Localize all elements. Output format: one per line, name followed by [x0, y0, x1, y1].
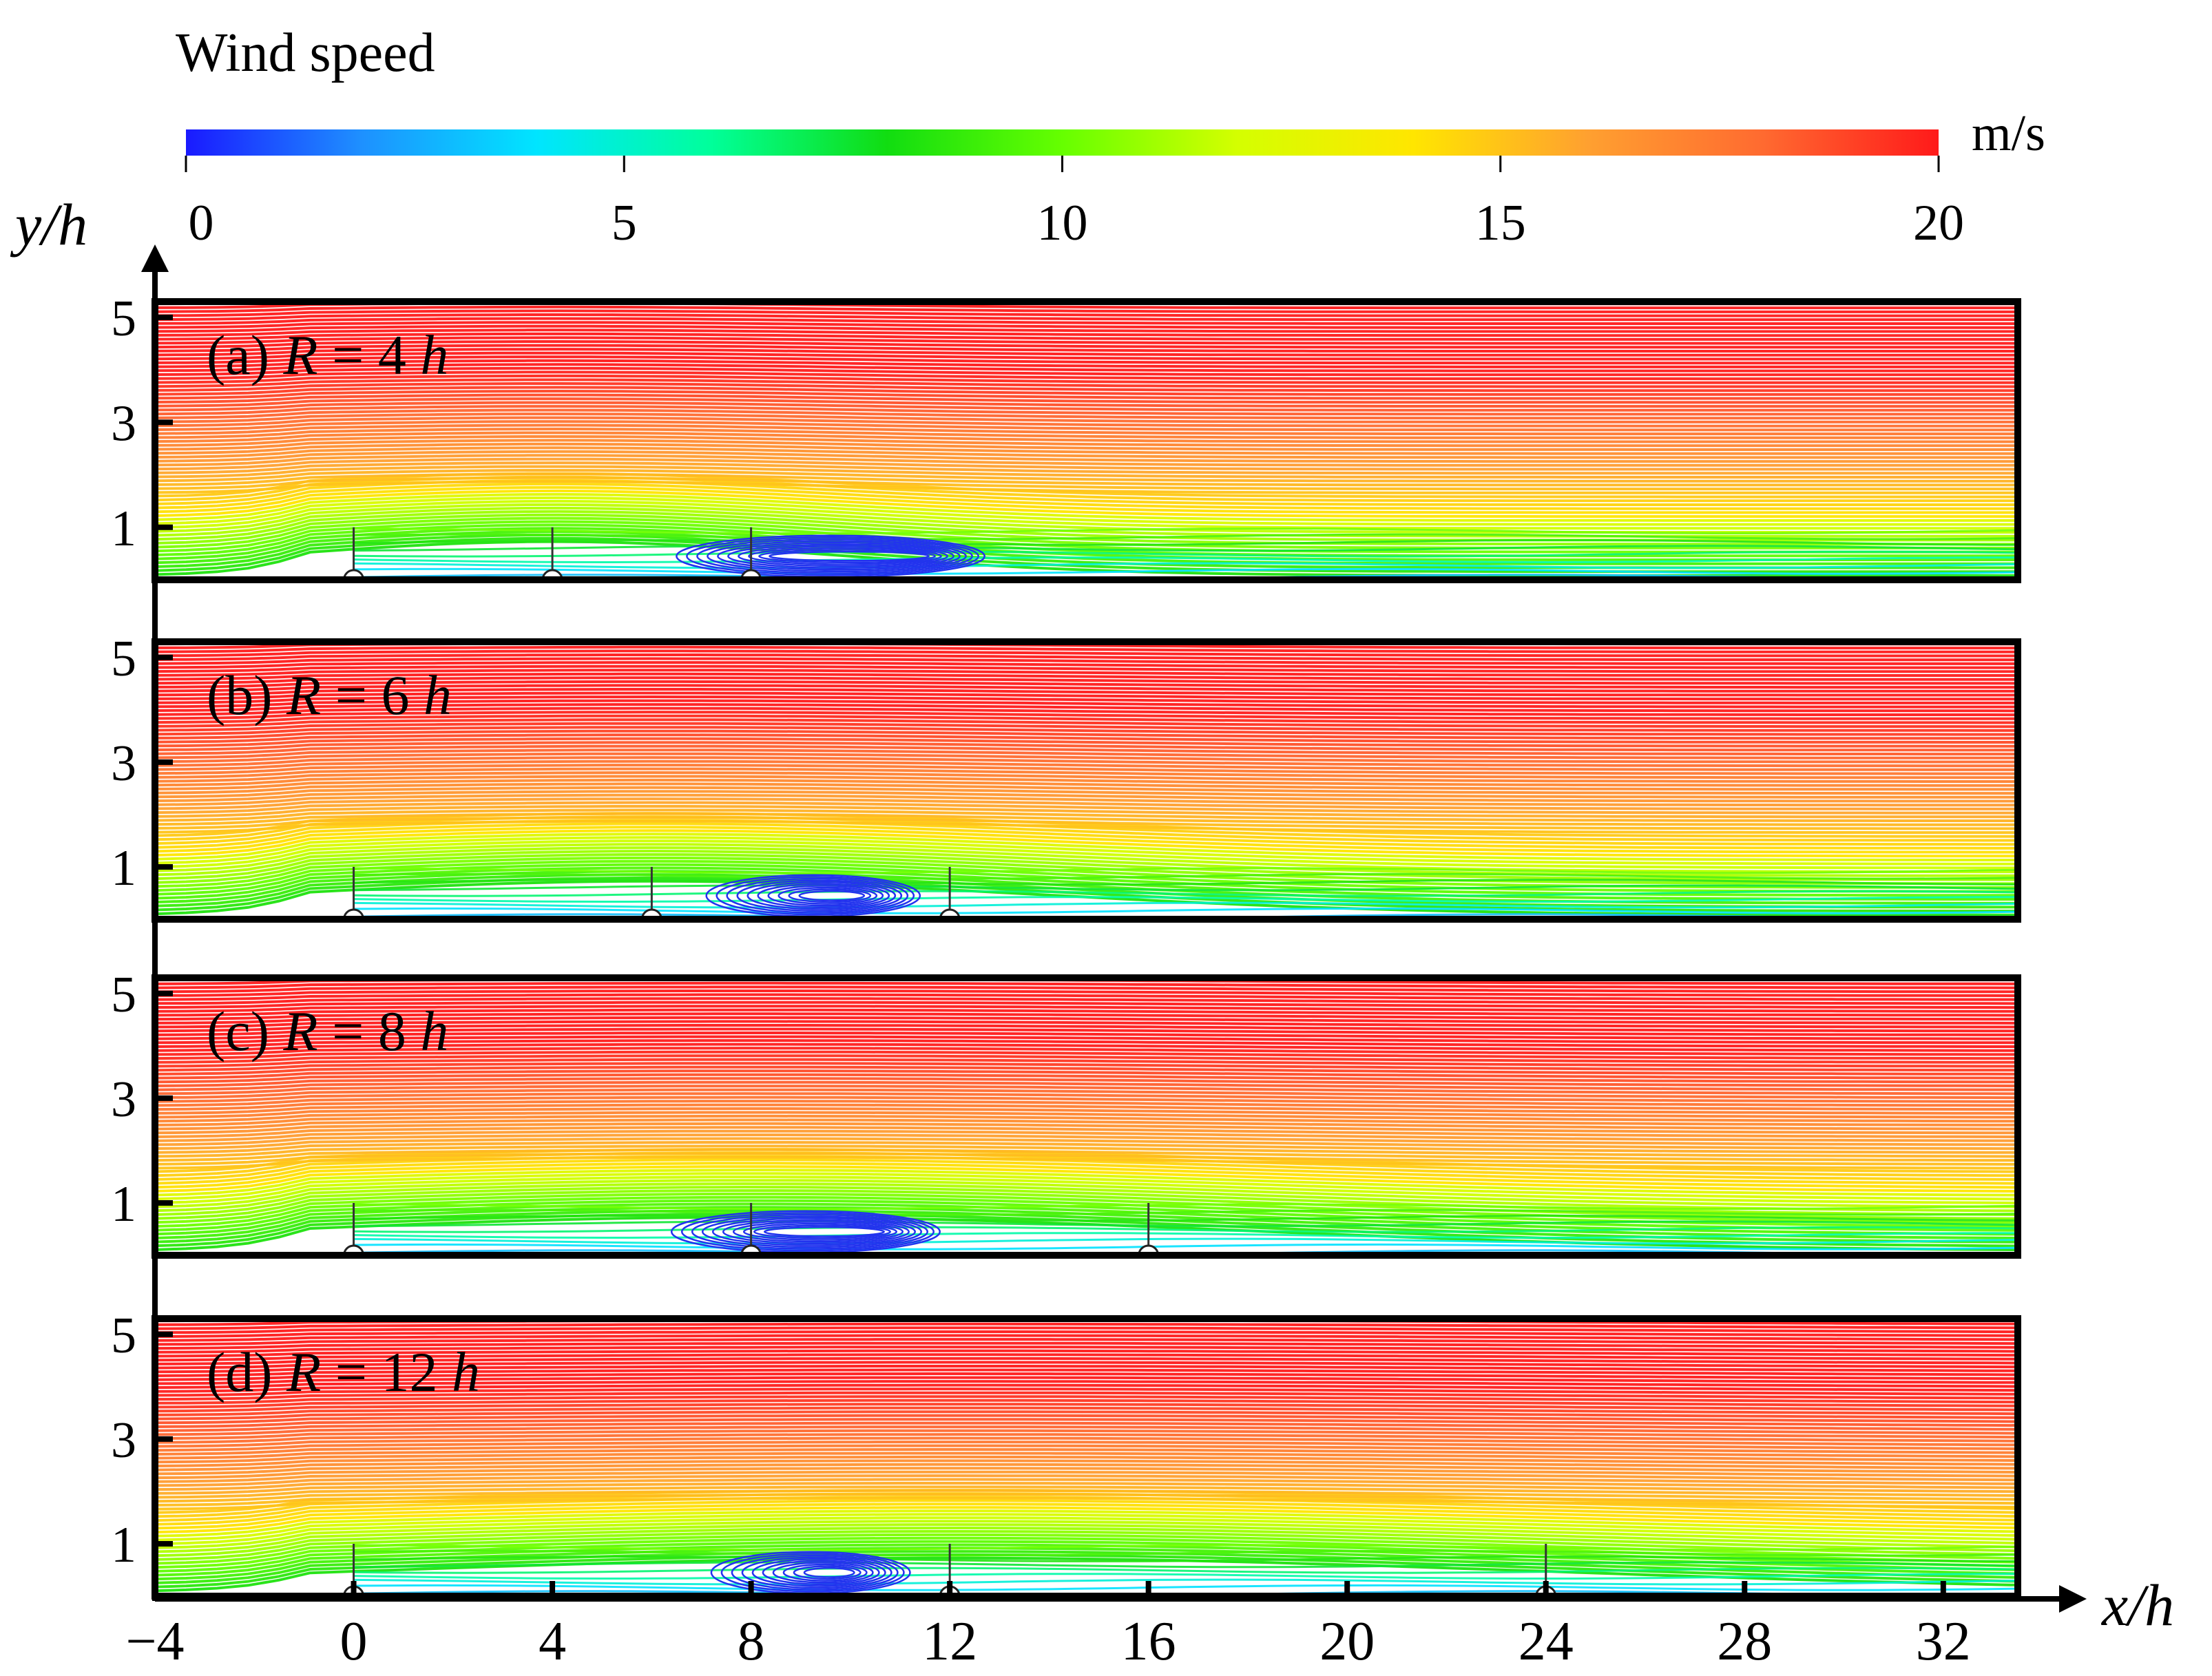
panels: 1 3 5 (a) R = 4 h 1 3 5 (b) R = 6 h 1 3 5 (c) R = 8…	[111, 291, 2021, 1600]
x-tick-label: 0	[340, 1611, 368, 1672]
y-tick-label: 1	[111, 840, 136, 897]
panel-label-prefix: (d)	[207, 1341, 286, 1403]
x-tick-label: 24	[1519, 1611, 1574, 1672]
streamlines	[155, 1319, 2018, 1596]
panel-label-unit: h	[406, 1000, 449, 1062]
y-tick-label: 5	[111, 631, 136, 687]
colorbar-tick-label: 10	[1037, 195, 1088, 251]
panel-label-var: R	[286, 1341, 321, 1403]
colorbar: Wind speed m/s 0 5 10 15 20	[176, 23, 2045, 251]
panel-label-num: 4	[378, 324, 406, 386]
colorbar-title: Wind speed	[176, 23, 435, 83]
axes: −4 0 4 8 12 16 20 24 28 32	[125, 244, 2087, 1672]
panel-b: 1 3 5 (b) R = 6 h	[111, 631, 2021, 923]
x-tick-label: 8	[738, 1611, 765, 1672]
panel-label-var: R	[283, 324, 318, 386]
panel-label-num: 12	[381, 1341, 437, 1403]
colorbar-unit: m/s	[1972, 105, 2045, 162]
y-tick-label: 3	[111, 1412, 136, 1469]
streamlines	[155, 642, 2018, 919]
panel-label: (d) R = 12 h	[207, 1341, 480, 1403]
y-tick-label: 3	[111, 1071, 136, 1128]
x-tick-label: 20	[1319, 1611, 1375, 1672]
colorbar-tick-label: 0	[189, 195, 214, 251]
panel-label-unit: h	[437, 1341, 480, 1403]
panel-label-prefix: (a)	[207, 324, 284, 386]
y-tick-label: 3	[111, 395, 136, 452]
x-tick-label: 12	[922, 1611, 977, 1672]
panel-label-prefix: (c)	[207, 1000, 284, 1062]
panel-label-equals: =	[318, 1000, 378, 1062]
panel-label: (a) R = 4 h	[207, 324, 448, 386]
y-tick-label: 1	[111, 1176, 136, 1233]
x-tick-label: 16	[1121, 1611, 1176, 1672]
panel-label-num: 6	[381, 664, 409, 726]
panel-label-equals: =	[321, 664, 381, 726]
x-axis-arrow	[2059, 1585, 2087, 1613]
panel-label-equals: =	[318, 324, 378, 386]
panel-label-num: 8	[378, 1000, 406, 1062]
panel-label-unit: h	[406, 324, 449, 386]
streamlines	[155, 302, 2018, 580]
y-axis-arrow	[141, 244, 169, 272]
colorbar-tick-label: 15	[1475, 195, 1526, 251]
y-tick-label: 5	[111, 1308, 136, 1364]
panel-label-unit: h	[409, 664, 452, 726]
x-axis-label: x/h	[2100, 1572, 2174, 1638]
y-axis-label: y/h	[10, 191, 87, 258]
y-tick-label: 3	[111, 735, 136, 792]
colorbar-gradient	[186, 129, 1939, 156]
colorbar-tick-label: 5	[612, 195, 637, 251]
y-tick-label: 1	[111, 501, 136, 557]
x-tick-label: 28	[1717, 1611, 1772, 1672]
panel-d: 1 3 5 (d) R = 12 h	[111, 1308, 2021, 1600]
panel-label-var: R	[286, 664, 321, 726]
y-tick-label: 5	[111, 967, 136, 1023]
colorbar-ticks: 0 5 10 15 20	[185, 156, 1964, 251]
x-tick-label: −4	[125, 1611, 184, 1672]
x-tick-label: 4	[539, 1611, 566, 1672]
panel-c: 1 3 5 (c) R = 8 h	[111, 967, 2021, 1259]
x-tick-label: 32	[1916, 1611, 1971, 1672]
y-tick-label: 1	[111, 1517, 136, 1573]
panel-label: (b) R = 6 h	[207, 664, 452, 726]
panel-label-var: R	[283, 1000, 318, 1062]
streamlines	[155, 978, 2018, 1255]
panel-label-equals: =	[321, 1341, 381, 1403]
panel-a: 1 3 5 (a) R = 4 h	[111, 291, 2021, 583]
y-tick-label: 5	[111, 291, 136, 347]
panel-label: (c) R = 8 h	[207, 1000, 448, 1062]
panel-label-prefix: (b)	[207, 664, 286, 726]
colorbar-tick-label: 20	[1913, 195, 1964, 251]
